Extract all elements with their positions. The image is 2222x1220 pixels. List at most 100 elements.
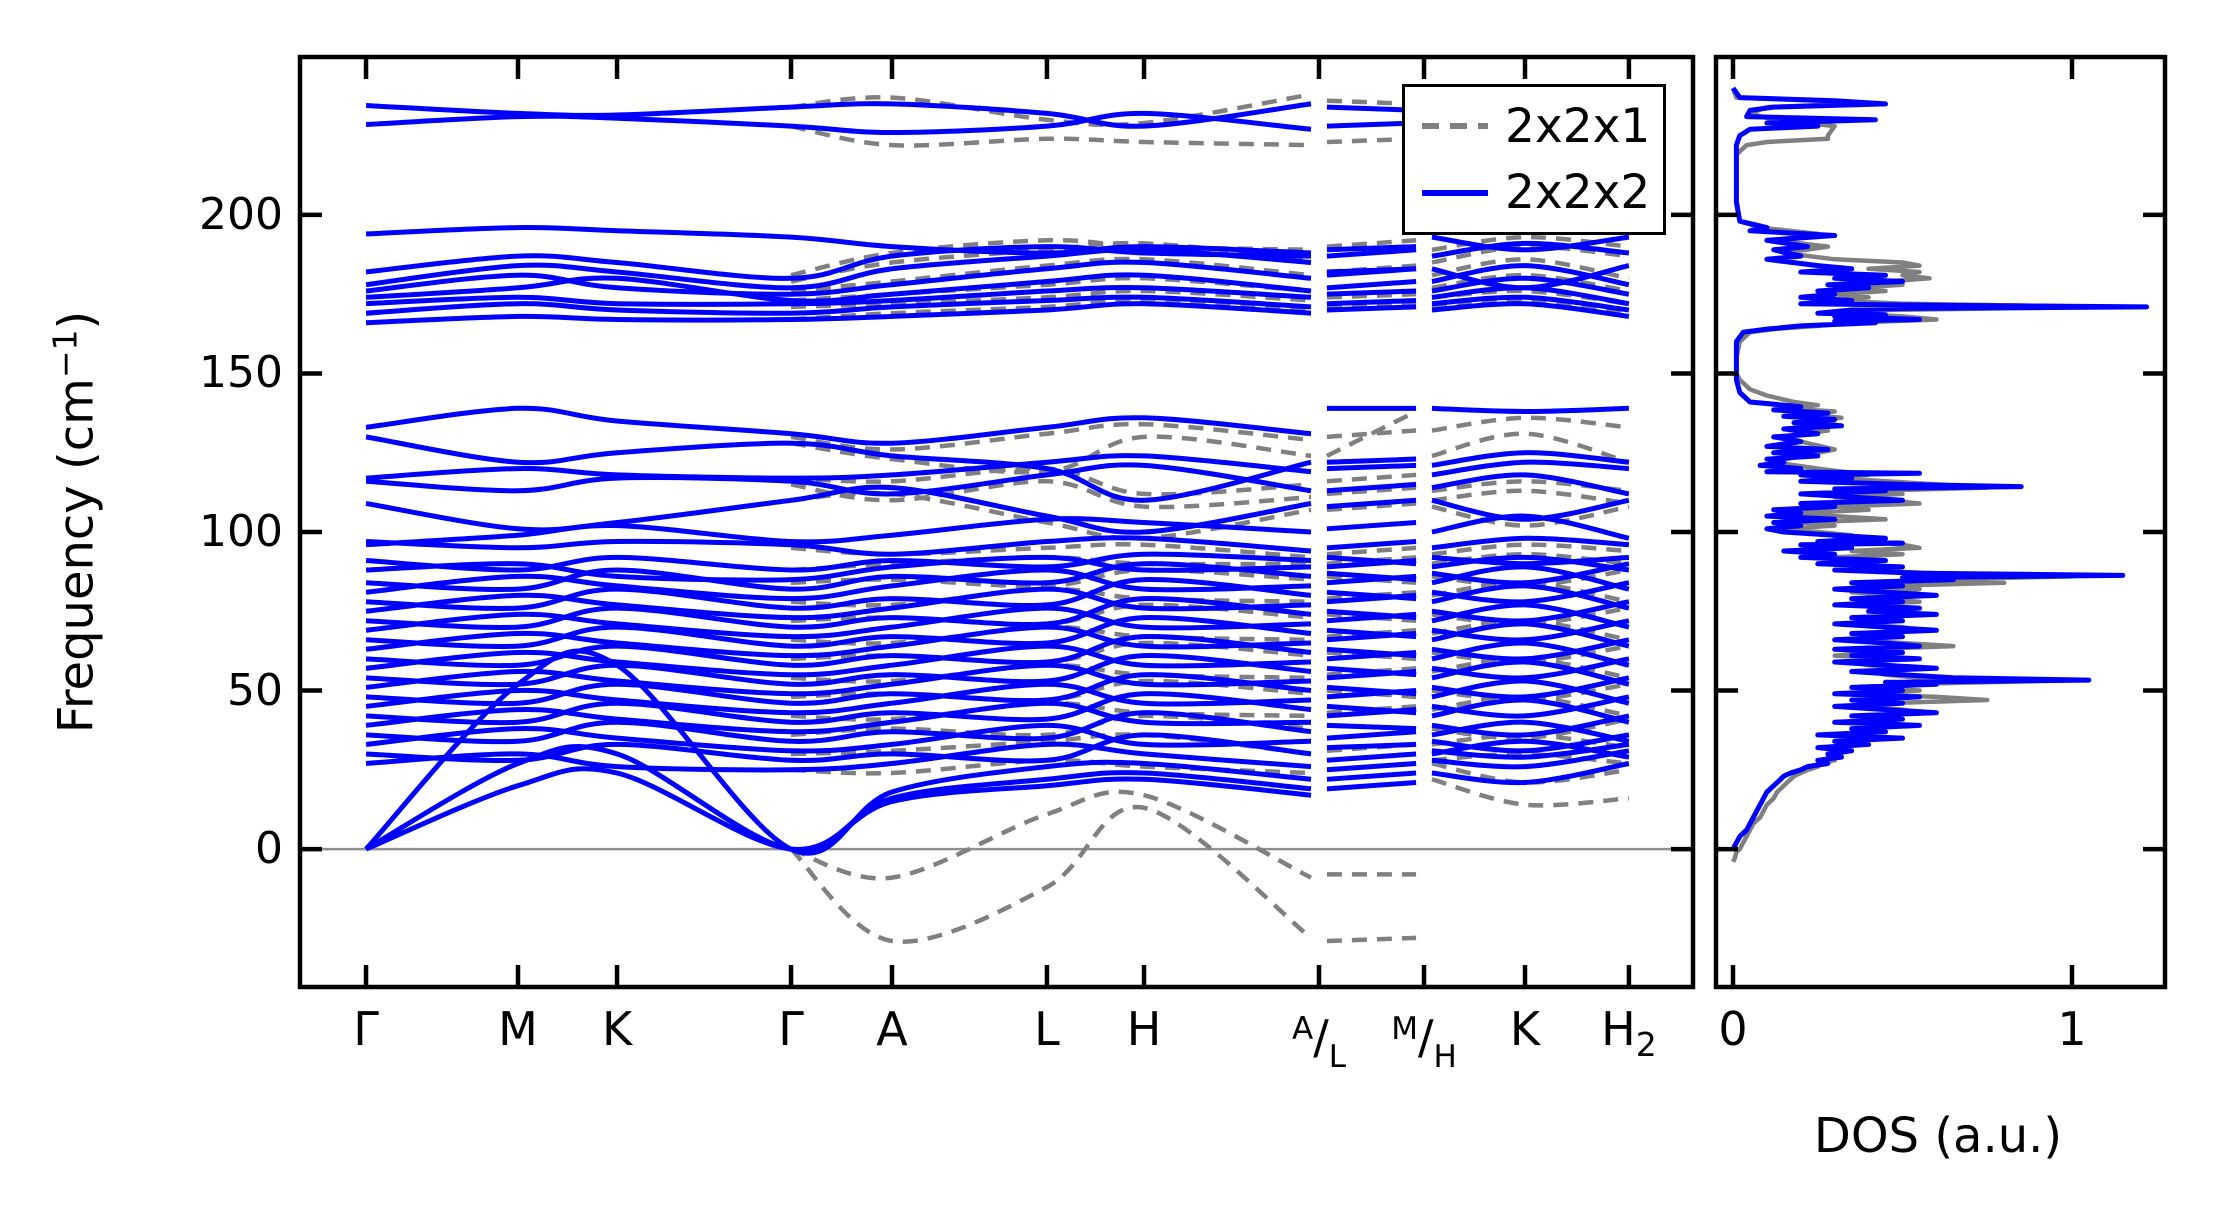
band-curve-2x2x1 bbox=[790, 713, 1312, 738]
band-curve-2x2x2 bbox=[1431, 263, 1630, 291]
band-curve-2x2x2 bbox=[1326, 497, 1417, 510]
x-tick-label: A bbox=[876, 1002, 908, 1056]
band-panel-frame bbox=[297, 54, 1696, 990]
band-curve-2x2x2 bbox=[1431, 554, 1630, 567]
band-curve-2x2x2 bbox=[365, 615, 1312, 649]
band-curve-2x2x2 bbox=[1326, 751, 1417, 763]
band-curve-2x2x1 bbox=[1326, 704, 1417, 715]
band-curve-2x2x2 bbox=[1326, 279, 1417, 291]
band-curve-2x2x2 bbox=[1326, 481, 1417, 494]
band-curve-2x2x2 bbox=[365, 301, 1312, 326]
dos-x-tick-label: 0 bbox=[1718, 1002, 1748, 1056]
band-curve-2x2x1 bbox=[790, 479, 1312, 510]
band-curve-2x2x1 bbox=[1431, 488, 1630, 506]
band-curve-2x2x2 bbox=[364, 744, 1312, 853]
band-curve-2x2x1 bbox=[1431, 656, 1630, 681]
band-curve-2x2x2 bbox=[365, 551, 1312, 573]
dos-x-tick-label: 1 bbox=[2057, 1002, 2087, 1056]
band-curve-2x2x2 bbox=[365, 453, 1312, 481]
band-curve-2x2x2 bbox=[365, 567, 1312, 602]
band-curve-2x2x2 bbox=[1326, 627, 1417, 640]
band-curve-2x2x2 bbox=[1431, 732, 1630, 754]
band-curve-2x2x2 bbox=[1431, 741, 1630, 760]
band-curve-2x2x2 bbox=[365, 634, 1312, 669]
band-curve-2x2x1 bbox=[790, 567, 1312, 589]
band-curve-2x2x1 bbox=[1431, 643, 1630, 665]
band-curve-2x2x1 bbox=[1326, 501, 1417, 513]
band-curve-2x2x1 bbox=[1326, 472, 1417, 484]
band-curve-2x2x2 bbox=[365, 405, 1312, 446]
band-curve-2x2x2 bbox=[1431, 405, 1629, 415]
band-curve-2x2x1 bbox=[790, 421, 1312, 452]
band-curve-2x2x2 bbox=[365, 691, 1312, 726]
band-curve-2x2x2 bbox=[1326, 589, 1417, 602]
band-curve-2x2x2 bbox=[1326, 519, 1417, 532]
band-curve-2x2x1 bbox=[1431, 681, 1630, 703]
band-curve-2x2x2 bbox=[1326, 770, 1417, 782]
band-curve-2x2x2 bbox=[1431, 459, 1630, 478]
band-curve-2x2x2 bbox=[365, 672, 1312, 707]
band-curve-2x2x1 bbox=[1431, 415, 1630, 433]
x-tick-label: A/L bbox=[1291, 1010, 1346, 1075]
band-curve-2x2x1 bbox=[1326, 545, 1417, 557]
band-curve-2x2x1 bbox=[790, 542, 1312, 560]
band-curve-2x2x2 bbox=[365, 741, 1312, 773]
band-curve-2x2x1 bbox=[1431, 580, 1630, 604]
legend-item-2x2x1: 2x2x1 bbox=[1405, 103, 1663, 150]
band-curve-2x2x2 bbox=[1326, 608, 1417, 621]
band-curve-2x2x2 bbox=[365, 101, 1312, 129]
band-curve-2x2x2 bbox=[1431, 738, 1630, 760]
x-tick-label: M/H bbox=[1391, 1010, 1457, 1075]
band-curve-2x2x1 bbox=[1326, 238, 1417, 249]
band-curve-2x2x2 bbox=[365, 225, 1312, 256]
y-axis-label: Frequency (cm−1) bbox=[46, 311, 105, 734]
band-curve-2x2x2 bbox=[1431, 294, 1630, 313]
band-curve-2x2x1 bbox=[1326, 612, 1417, 624]
band-curve-2x2x2 bbox=[1326, 779, 1417, 792]
band-curve-2x2x1 bbox=[1326, 301, 1417, 310]
band-curve-2x2x1 bbox=[1431, 504, 1630, 528]
band-curve-2x2x2 bbox=[1431, 535, 1630, 551]
band-curve-2x2x1 bbox=[790, 275, 1312, 303]
band-curve-2x2x2 bbox=[1326, 288, 1417, 297]
band-curve-2x2x2 bbox=[1326, 684, 1417, 697]
band-curve-2x2x1 bbox=[790, 298, 1312, 322]
band-curve-2x2x2 bbox=[1326, 244, 1417, 253]
band-curve-2x2x1 bbox=[790, 288, 1312, 310]
band-curve-2x2x2 bbox=[365, 653, 1312, 688]
band-curve-2x2x2 bbox=[1431, 580, 1630, 605]
band-curve-2x2x1 bbox=[1326, 742, 1417, 754]
band-curve-2x2x2 bbox=[365, 294, 1312, 316]
band-curve-2x2x2 bbox=[1326, 665, 1417, 678]
band-curve-2x2x2 bbox=[365, 516, 1312, 548]
band-curve-2x2x1 bbox=[790, 123, 1312, 148]
dashed-line-sample bbox=[1422, 123, 1488, 130]
band-curve-2x2x1 bbox=[790, 434, 1312, 475]
band-curve-2x2x2 bbox=[365, 605, 1312, 640]
dos-curve-blue bbox=[1730, 86, 2150, 851]
band-curve-2x2x2 bbox=[365, 624, 1312, 659]
band-curve-2x2x2 bbox=[365, 259, 1312, 297]
band-curve-2x2x1 bbox=[1326, 666, 1417, 677]
x-tick-label: Γ bbox=[778, 1002, 804, 1056]
band-curve-2x2x2 bbox=[365, 110, 1312, 136]
band-curve-2x2x1 bbox=[1326, 485, 1417, 497]
band-curve-2x2x2 bbox=[1326, 646, 1417, 659]
band-curve-2x2x2 bbox=[365, 700, 1312, 735]
band-curve-2x2x1 bbox=[1431, 234, 1630, 253]
band-curve-2x2x2 bbox=[1431, 234, 1630, 253]
band-curve-2x2x1 bbox=[1326, 935, 1417, 944]
band-curve-2x2x2 bbox=[365, 662, 1312, 697]
band-curve-2x2x2 bbox=[1431, 656, 1630, 681]
band-curve-2x2x2 bbox=[1431, 694, 1630, 719]
band-curve-2x2x1 bbox=[1431, 567, 1630, 589]
y-tick-label: 100 bbox=[199, 505, 283, 557]
band-curve-2x2x2 bbox=[1326, 304, 1417, 313]
band-curve-2x2x1 bbox=[1326, 589, 1417, 601]
band-curve-2x2x1 bbox=[1431, 431, 1630, 465]
x-tick-label: L bbox=[1034, 1002, 1060, 1056]
band-curve-2x2x2 bbox=[1431, 761, 1630, 786]
band-curve-2x2x2 bbox=[1326, 741, 1417, 751]
band-curve-2x2x2 bbox=[1326, 462, 1417, 472]
